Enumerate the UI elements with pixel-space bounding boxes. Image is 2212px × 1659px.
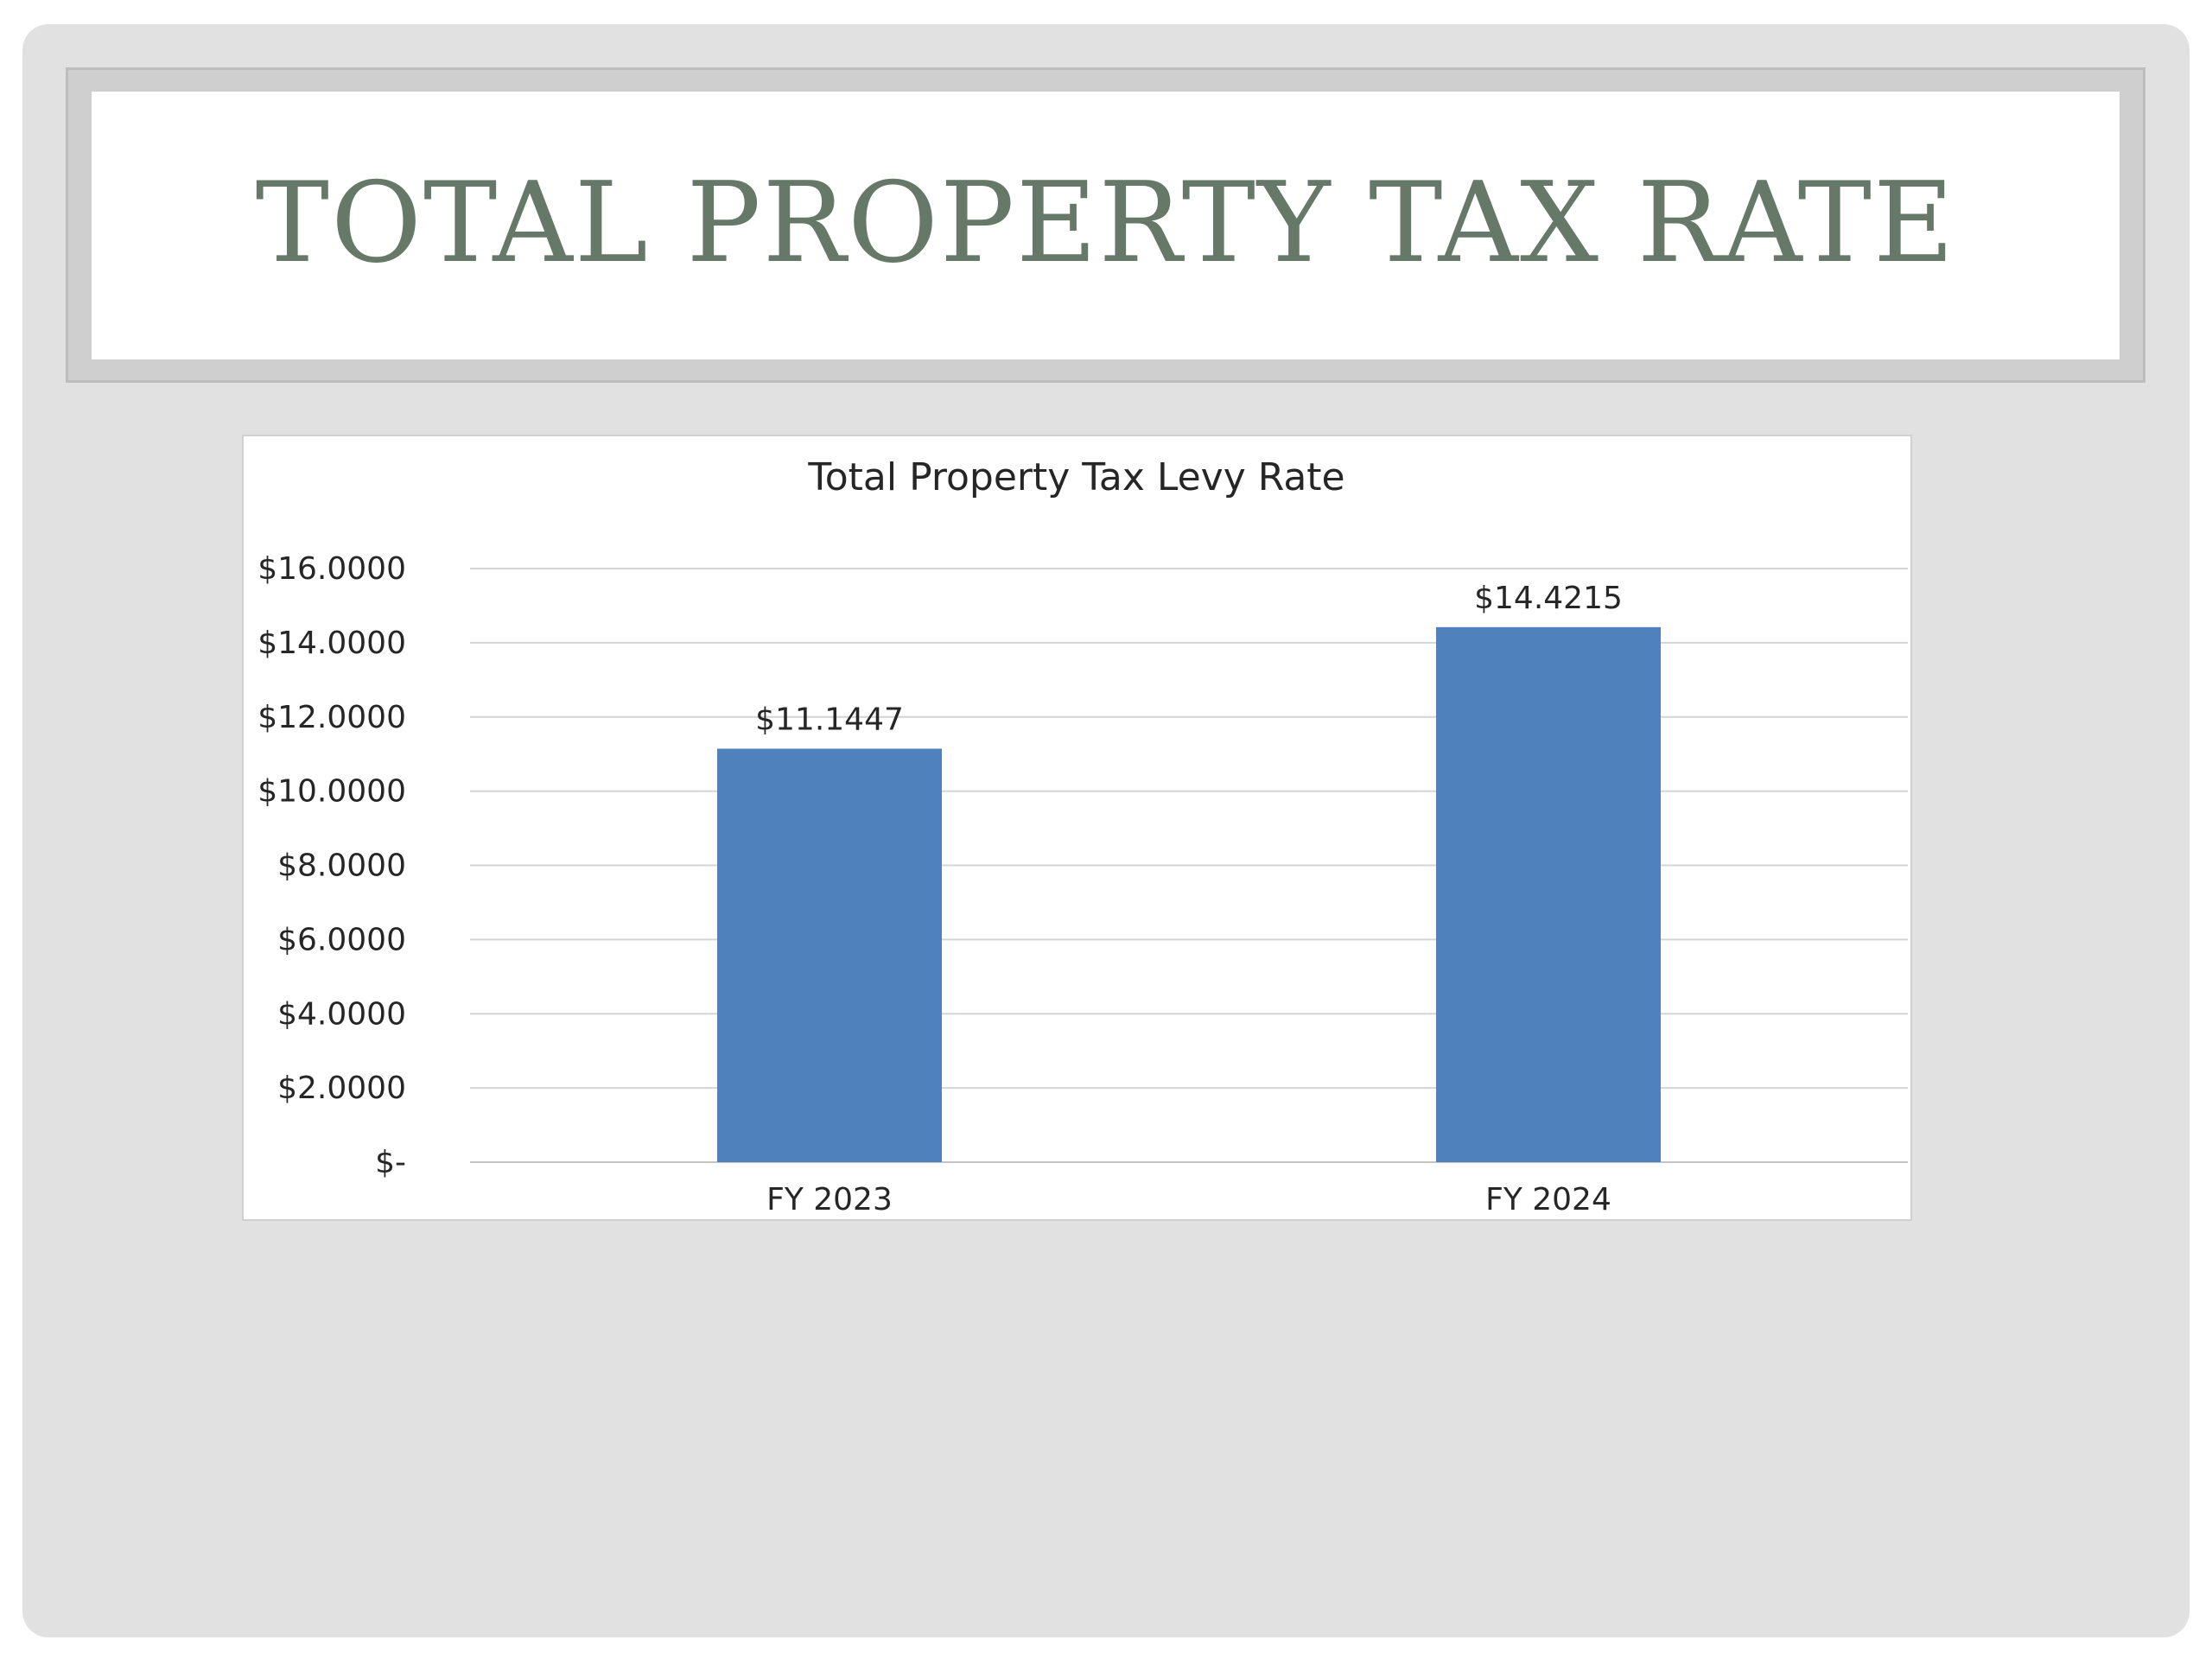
data-label: $14.4215 xyxy=(1474,581,1623,616)
slide: TOTAL PROPERTY TAX RATE Total Property T… xyxy=(22,24,2190,1637)
y-tick-label: $10.0000 xyxy=(257,774,406,810)
y-tick-label: $4.0000 xyxy=(277,996,406,1032)
bar xyxy=(717,748,942,1162)
y-axis-tick-labels: $- $2.0000 $4.0000 $6.0000 $8.0000 $10.0000 $1… xyxy=(257,551,406,1180)
x-axis-category-labels: FY 2023 FY 2024 xyxy=(766,1182,1611,1217)
data-label: $11.1447 xyxy=(755,702,904,737)
y-tick-label: $8.0000 xyxy=(277,849,406,884)
slide-title: TOTAL PROPERTY TAX RATE xyxy=(255,158,1956,288)
y-tick-label: $6.0000 xyxy=(277,922,406,957)
chart-title: Total Property Tax Levy Rate xyxy=(807,455,1344,499)
y-tick-label: $2.0000 xyxy=(277,1071,406,1106)
title-box: TOTAL PROPERTY TAX RATE xyxy=(92,92,2120,359)
gridlines xyxy=(470,568,1908,1163)
bars: $11.1447 $14.4215 xyxy=(717,581,1661,1162)
y-tick-label: $14.0000 xyxy=(257,626,406,661)
chart-container: Total Property Tax Levy Rate $- $2.0000 $4… xyxy=(242,435,1912,1221)
bar xyxy=(1436,626,1661,1162)
title-frame: TOTAL PROPERTY TAX RATE xyxy=(66,67,2145,383)
bar-chart: Total Property Tax Levy Rate $- $2.0000 $4… xyxy=(257,455,1908,1217)
x-category-label: FY 2024 xyxy=(1485,1182,1611,1217)
y-tick-label: $- xyxy=(375,1145,406,1180)
y-tick-label: $16.0000 xyxy=(257,551,406,587)
x-category-label: FY 2023 xyxy=(766,1182,893,1217)
y-tick-label: $12.0000 xyxy=(257,700,406,735)
